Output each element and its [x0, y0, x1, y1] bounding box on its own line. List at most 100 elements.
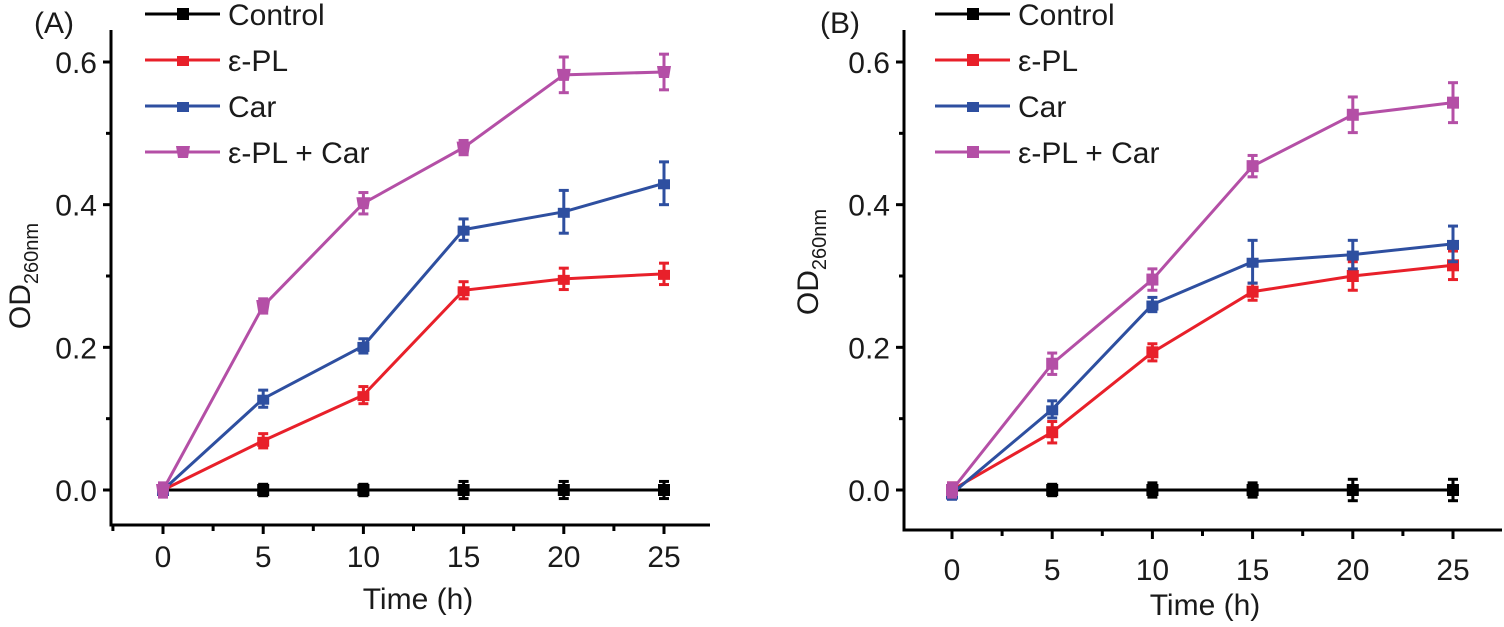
svg-text:OD260nm: OD260nm — [4, 223, 43, 329]
series-pl — [157, 261, 670, 496]
legend: Control ε-PL Car ε-PL + Car — [935, 0, 1159, 170]
y-tick-label: 0.6 — [848, 47, 890, 80]
legend-item: Car — [935, 91, 1066, 124]
x-tick-label: 15 — [1236, 554, 1269, 587]
data-point — [1046, 484, 1059, 496]
panel-b: (B) 0.0 0.2 0.4 0.6 0 5 10 15 20 25 Time (h) OD26… — [792, 0, 1502, 622]
panel-a: (A) 0.0 0.2 0.4 0.6 0 5 10 15 20 25 Time (h) OD26… — [4, 0, 710, 616]
legend-marker — [177, 56, 189, 66]
x-tick-label: 20 — [1336, 554, 1369, 587]
data-point — [1046, 426, 1059, 439]
data-point — [156, 484, 170, 496]
legend-label: ε-PL + Car — [1018, 137, 1159, 170]
series-control — [946, 477, 1459, 503]
series-line — [162, 272, 665, 492]
data-point — [657, 65, 671, 78]
legend-item: ε-PL + Car — [145, 137, 369, 170]
x-tick-label: 0 — [944, 554, 961, 587]
legend-marker — [177, 102, 189, 112]
x-tick-label: 25 — [1436, 554, 1469, 587]
data-point — [457, 484, 470, 496]
y-tick-label: 0.2 — [55, 332, 97, 365]
legend: Control ε-PL Car ε-PL + Car — [145, 0, 369, 170]
data-point — [1346, 250, 1359, 261]
y-axis-label-subscript: 260nm — [21, 223, 43, 284]
legend-marker — [176, 146, 190, 158]
x-tick-label: 15 — [447, 541, 480, 574]
y-axis-label-main: OD — [4, 284, 37, 329]
data-point — [1146, 484, 1159, 496]
data-point — [456, 141, 471, 154]
legend-marker — [177, 8, 189, 20]
legend-label: ε-PL — [1018, 45, 1078, 78]
svg-text:OD260nm: OD260nm — [792, 209, 831, 315]
plot-area: 0.0 0.2 0.4 0.6 0 5 10 15 20 25 — [55, 30, 710, 574]
legend-label: Control — [228, 0, 325, 32]
y-tick-label: 0.6 — [55, 47, 97, 80]
data-point — [1447, 484, 1459, 496]
y-tick-label: 0.0 — [848, 475, 890, 508]
legend-label: Car — [1018, 91, 1066, 124]
y-axis-label: OD260nm — [792, 209, 831, 315]
data-point — [946, 484, 958, 496]
plot-area: 0.0 0.2 0.4 0.6 0 5 10 15 20 25 — [848, 30, 1502, 587]
series-line — [951, 242, 1454, 495]
legend-label: ε-PL + Car — [228, 137, 369, 170]
data-point — [457, 225, 470, 236]
y-tick-label: 0.0 — [55, 475, 97, 508]
data-point — [457, 286, 470, 297]
y-tick-label: 0.4 — [848, 190, 890, 223]
legend-label: Car — [228, 91, 276, 124]
data-point — [1046, 357, 1059, 370]
legend-item: Control — [145, 0, 325, 32]
data-point — [357, 341, 370, 352]
data-point — [556, 68, 571, 81]
data-point — [1447, 239, 1459, 250]
legend-item: Car — [145, 91, 276, 124]
series-pl-car — [946, 81, 1459, 499]
legend-item: Control — [935, 0, 1115, 32]
legend-item: ε-PL — [145, 45, 288, 78]
series-line — [951, 263, 1454, 492]
series-pl-car — [156, 52, 671, 499]
data-point — [1246, 484, 1259, 496]
x-tick-label: 10 — [1136, 554, 1169, 587]
x-axis-label: Time (h) — [363, 583, 474, 616]
data-point — [256, 299, 271, 312]
data-point — [1346, 108, 1359, 121]
y-axis-label: OD260nm — [4, 223, 43, 329]
y-tick-label: 0.2 — [848, 332, 890, 365]
x-tick-label: 0 — [155, 541, 172, 574]
legend-marker — [967, 146, 979, 158]
panel-label: (A) — [34, 7, 74, 40]
legend-item: ε-PL — [935, 45, 1078, 78]
legend-item: ε-PL + Car — [935, 137, 1159, 170]
x-tick-label: 25 — [647, 541, 680, 574]
x-axis-label: Time (h) — [1150, 589, 1261, 622]
legend-label: ε-PL — [228, 45, 288, 78]
legend-marker — [967, 54, 979, 66]
data-point — [1346, 270, 1359, 282]
data-point — [658, 484, 670, 496]
data-point — [658, 179, 670, 190]
legend-marker — [967, 8, 979, 20]
x-tick-label: 5 — [1044, 554, 1061, 587]
series-car — [946, 224, 1459, 501]
data-point — [357, 391, 370, 402]
data-point — [1146, 346, 1159, 359]
data-point — [1246, 160, 1259, 173]
series-line — [950, 101, 1454, 491]
data-point — [257, 436, 270, 447]
legend-label: Control — [1018, 0, 1115, 32]
data-point — [557, 274, 570, 285]
data-point — [1146, 300, 1159, 311]
series-car — [157, 160, 670, 496]
data-point — [1046, 405, 1059, 416]
data-point — [1447, 96, 1459, 109]
data-point — [1146, 273, 1159, 286]
data-point — [1246, 257, 1259, 268]
data-point — [1246, 285, 1259, 298]
x-tick-label: 10 — [347, 541, 380, 574]
x-tick-label: 20 — [547, 541, 580, 574]
